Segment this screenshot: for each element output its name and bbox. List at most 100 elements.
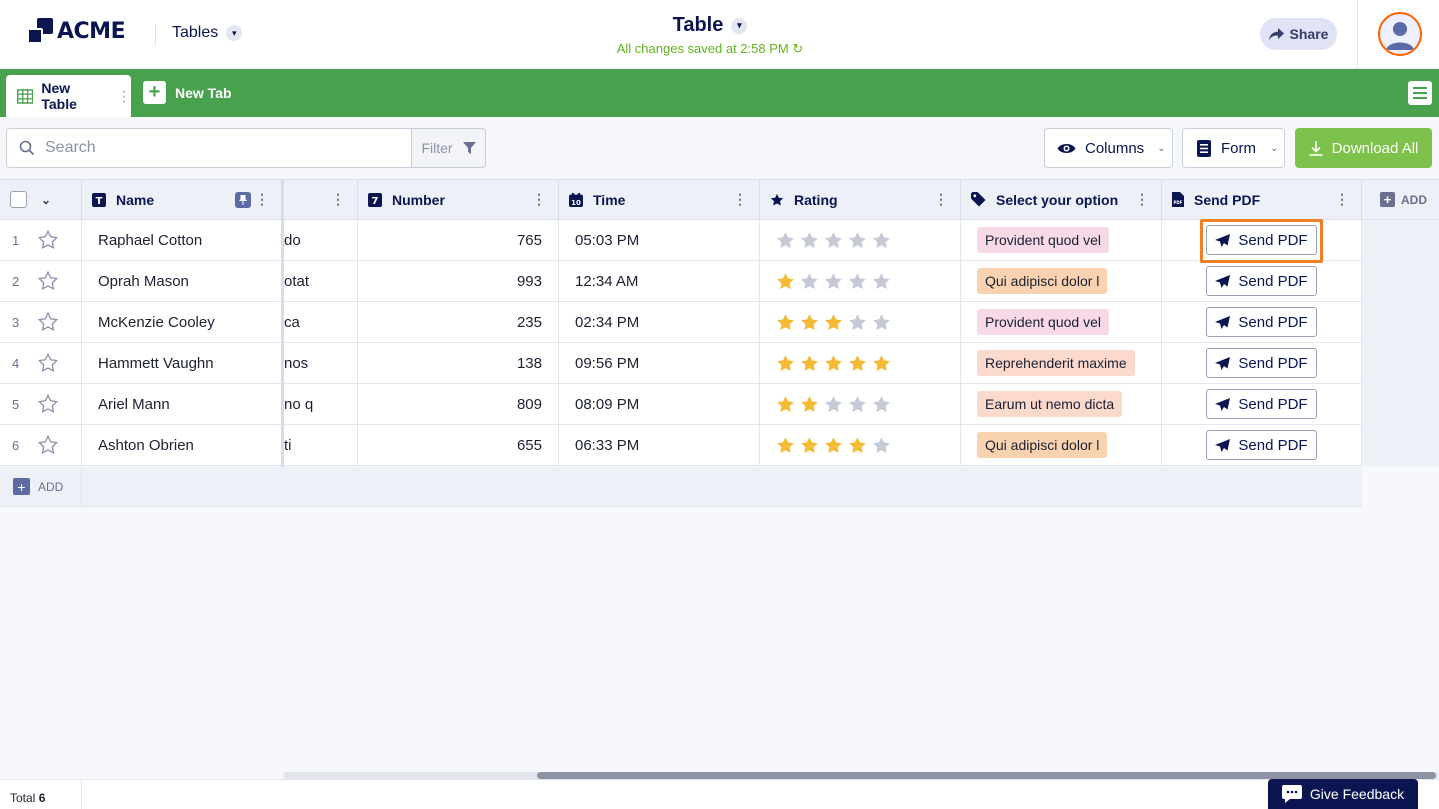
column-options-icon[interactable]: ⋮ (532, 191, 546, 207)
rating-star-icon[interactable] (848, 395, 867, 414)
cell-number[interactable]: 655 (358, 425, 559, 466)
row-number-cell[interactable]: 3 (0, 302, 82, 343)
new-tab-button[interactable]: + New Tab (143, 81, 232, 104)
row-number-cell[interactable]: 5 (0, 384, 82, 425)
rating-star-icon[interactable] (872, 313, 891, 332)
cell-time[interactable]: 08:09 PM (559, 384, 760, 425)
send-pdf-button[interactable]: Send PDF (1206, 430, 1317, 460)
rating-star-icon[interactable] (824, 436, 843, 455)
rating-star-icon[interactable] (824, 313, 843, 332)
search-input[interactable] (45, 139, 385, 157)
cell-send-pdf[interactable]: Send PDF (1162, 302, 1362, 343)
rating-star-icon[interactable] (800, 313, 819, 332)
favorite-star-icon[interactable] (38, 312, 58, 332)
download-all-button[interactable]: Download All (1295, 128, 1432, 168)
star-rating[interactable] (760, 354, 891, 373)
cell-send-pdf[interactable]: Send PDF (1162, 425, 1362, 466)
cell-hidden[interactable]: ca (282, 302, 358, 343)
cell-hidden[interactable]: nos (282, 343, 358, 384)
table-title-dropdown[interactable]: Table ▾ (673, 14, 748, 37)
share-button[interactable]: Share (1260, 18, 1337, 50)
acme-logo[interactable]: ACME (27, 18, 126, 44)
cell-send-pdf[interactable]: Send PDF (1162, 261, 1362, 302)
rating-star-icon[interactable] (848, 436, 867, 455)
favorite-star-icon[interactable] (38, 353, 58, 373)
cell-send-pdf[interactable]: Send PDF (1162, 343, 1362, 384)
tab-options-icon[interactable]: ⋮ (117, 88, 131, 104)
rating-star-icon[interactable] (776, 313, 795, 332)
column-header-send-pdf[interactable]: PDF Send PDF ⋮ (1162, 179, 1362, 220)
cell-number[interactable]: 138 (358, 343, 559, 384)
cell-rating[interactable] (760, 343, 961, 384)
rating-star-icon[interactable] (776, 272, 795, 291)
rating-star-icon[interactable] (848, 231, 867, 250)
cell-name[interactable]: Ashton Obrien (82, 425, 282, 466)
cell-hidden[interactable]: do (282, 220, 358, 261)
column-header-rating[interactable]: Rating ⋮ (760, 179, 961, 220)
favorite-star-icon[interactable] (38, 271, 58, 291)
filter-button[interactable]: Filter (411, 128, 486, 168)
send-pdf-button[interactable]: Send PDF (1206, 307, 1317, 337)
cell-name[interactable]: Ariel Mann (82, 384, 282, 425)
column-header-hidden[interactable]: ⋮ (282, 179, 358, 220)
cell-time[interactable]: 02:34 PM (559, 302, 760, 343)
rating-star-icon[interactable] (872, 272, 891, 291)
rating-star-icon[interactable] (824, 272, 843, 291)
star-rating[interactable] (760, 313, 891, 332)
rating-star-icon[interactable] (776, 231, 795, 250)
rating-star-icon[interactable] (800, 272, 819, 291)
favorite-star-icon[interactable] (38, 394, 58, 414)
row-number-cell[interactable]: 6 (0, 425, 82, 466)
favorite-star-icon[interactable] (38, 435, 58, 455)
star-rating[interactable] (760, 395, 891, 414)
rating-star-icon[interactable] (800, 395, 819, 414)
rating-star-icon[interactable] (824, 354, 843, 373)
column-header-select[interactable]: Select your option ⋮ (961, 179, 1162, 220)
column-header-time[interactable]: 10 Time ⋮ (559, 179, 760, 220)
select-all-checkbox[interactable] (10, 191, 27, 208)
send-pdf-button[interactable]: Send PDF (1206, 348, 1317, 378)
cell-rating[interactable] (760, 425, 961, 466)
cell-select[interactable]: Provident quod vel (961, 220, 1162, 261)
chevron-down-icon[interactable]: ⌄ (41, 192, 52, 207)
avatar[interactable] (1378, 12, 1422, 56)
rating-star-icon[interactable] (848, 313, 867, 332)
rating-star-icon[interactable] (824, 231, 843, 250)
give-feedback-button[interactable]: Give Feedback (1268, 779, 1418, 809)
column-options-icon[interactable]: ⋮ (934, 191, 948, 207)
send-pdf-button[interactable]: Send PDF (1206, 266, 1317, 296)
tables-dropdown[interactable]: Tables ▾ (172, 24, 243, 42)
cell-number[interactable]: 993 (358, 261, 559, 302)
cell-send-pdf[interactable]: Send PDF (1162, 384, 1362, 425)
rating-star-icon[interactable] (872, 395, 891, 414)
rating-star-icon[interactable] (848, 354, 867, 373)
cell-select[interactable]: Qui adipisci dolor l (961, 261, 1162, 302)
cell-hidden[interactable]: otat (282, 261, 358, 302)
cell-select[interactable]: Reprehenderit maxime (961, 343, 1162, 384)
column-header-number[interactable]: 7 Number ⋮ (358, 179, 559, 220)
cell-time[interactable]: 06:33 PM (559, 425, 760, 466)
cell-select[interactable]: Earum ut nemo dicta (961, 384, 1162, 425)
rating-star-icon[interactable] (872, 436, 891, 455)
add-column-button[interactable]: + ADD (1362, 179, 1439, 220)
menu-icon[interactable] (1408, 81, 1432, 105)
cell-time[interactable]: 05:03 PM (559, 220, 760, 261)
form-button[interactable]: Form ⌄ (1182, 128, 1285, 168)
cell-select[interactable]: Provident quod vel (961, 302, 1162, 343)
cell-rating[interactable] (760, 261, 961, 302)
column-options-icon[interactable]: ⋮ (255, 191, 269, 207)
tab-new-table[interactable]: New Table ⋮ (6, 75, 131, 117)
row-number-cell[interactable]: 2 (0, 261, 82, 302)
pin-icon[interactable] (235, 192, 251, 208)
rating-star-icon[interactable] (800, 354, 819, 373)
scrollbar-thumb[interactable] (537, 772, 1436, 779)
cell-send-pdf[interactable]: Send PDF (1162, 220, 1362, 261)
cell-name[interactable]: McKenzie Cooley (82, 302, 282, 343)
rating-star-icon[interactable] (800, 231, 819, 250)
cell-hidden[interactable]: no q (282, 384, 358, 425)
columns-button[interactable]: Columns ⌄ (1044, 128, 1173, 168)
rating-star-icon[interactable] (872, 231, 891, 250)
cell-name[interactable]: Raphael Cotton (82, 220, 282, 261)
cell-time[interactable]: 12:34 AM (559, 261, 760, 302)
cell-number[interactable]: 235 (358, 302, 559, 343)
